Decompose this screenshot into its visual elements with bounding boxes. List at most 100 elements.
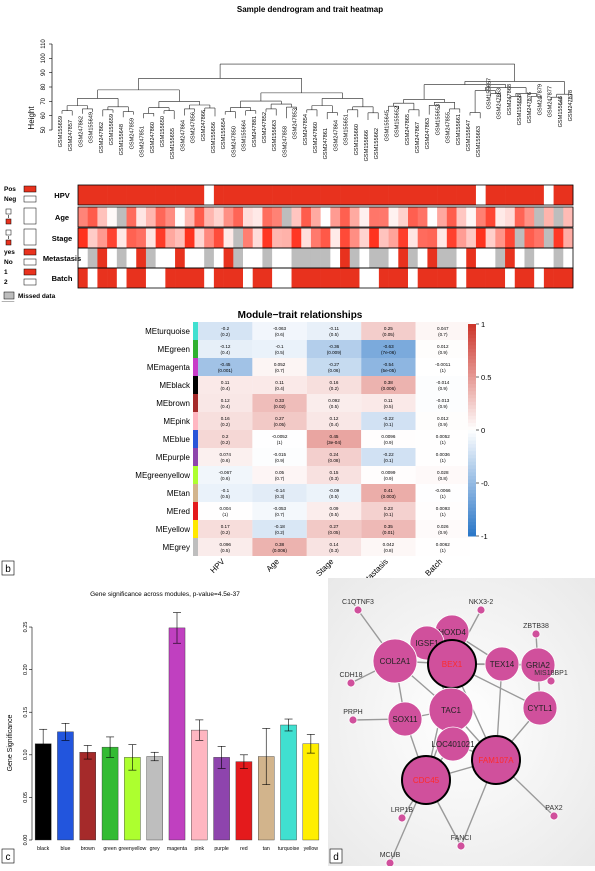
heat-cell-stage [427, 228, 438, 248]
correlation-cell [252, 394, 307, 412]
correlation-value: -0.22 [383, 452, 394, 457]
heat-cell-batch [369, 268, 380, 288]
heat-cell-stage [243, 228, 254, 248]
correlation-cell [306, 358, 362, 376]
correlation-cell [198, 538, 253, 556]
heat-cell-batch [408, 268, 419, 288]
heat-cell-age [359, 207, 370, 227]
correlation-cell [198, 376, 253, 394]
scale-step [468, 366, 476, 371]
heat-cell-metastasis [505, 248, 516, 268]
correlation-value: 0.096 [219, 542, 231, 547]
correlation-cell [415, 376, 470, 394]
correlation-value: -0.12 [220, 344, 231, 349]
sample-label: GSM247862 [78, 116, 84, 147]
scale-step [468, 348, 476, 353]
gene-significance-chart: Gene significance across modules, p-valu… [0, 578, 328, 866]
heat-cell-metastasis [485, 248, 496, 268]
correlation-value: 0.0036 [436, 452, 450, 457]
heat-cell-age [175, 207, 186, 227]
legend-swatch-scale [5, 229, 12, 236]
heat-cell-batch [155, 268, 166, 288]
heat-cell-batch [78, 268, 89, 288]
scale-step [468, 408, 476, 413]
heat-cell-age [563, 207, 574, 227]
heat-cell-batch [194, 268, 205, 288]
module-color-swatch [193, 376, 198, 394]
heat-cell-hpv [340, 185, 351, 205]
trait-name-batch: Batch [52, 274, 73, 283]
scale-step [468, 401, 476, 406]
panel-a-title: Sample dendrogram and trait heatmap [237, 5, 383, 14]
panel-label-b: b [5, 564, 11, 575]
correlation-pvalue: (3e-04) [327, 440, 342, 445]
scale-step [468, 341, 476, 346]
heat-cell-stage [184, 228, 195, 248]
heat-cell-batch [505, 268, 516, 288]
heat-cell-age [310, 207, 321, 227]
heat-cell-stage [466, 228, 477, 248]
module-color-swatch [193, 538, 198, 556]
correlation-value: 0.25 [384, 326, 393, 331]
correlation-cell [252, 340, 307, 358]
heat-cell-age [107, 207, 118, 227]
legend-swatch-low [23, 195, 37, 203]
correlation-value: 0.028 [437, 470, 449, 475]
correlation-pvalue: (0.2) [275, 530, 285, 535]
heat-cell-hpv [543, 185, 554, 205]
scale-step [468, 468, 476, 473]
heat-cell-batch [213, 268, 224, 288]
heat-cell-age [349, 207, 360, 227]
heat-cell-age [223, 207, 234, 227]
sample-label: GSM155658 [517, 94, 523, 125]
chart-x-label: brown [81, 846, 95, 852]
correlation-pvalue: (0.2) [329, 386, 339, 391]
heat-cell-batch [262, 268, 273, 288]
y-axis: 50 60 70 80 90 100 110 [41, 39, 53, 133]
heat-cell-hpv [301, 185, 312, 205]
chart-y-tick-label: 0.10 [23, 749, 29, 760]
legend-gradient-box [23, 228, 37, 246]
heat-cell-metastasis [446, 248, 457, 268]
node-label: GRIA2 [526, 661, 551, 670]
correlation-pvalue: (0.1) [384, 458, 394, 463]
module-rows: MEturquoise MEgreen MEmagenta MEblack MEbrow… [135, 322, 198, 556]
heat-cell-hpv [485, 185, 496, 205]
chart-x-label: greenyellow [119, 846, 147, 852]
heat-cell-hpv [165, 185, 176, 205]
module-color-swatch [193, 340, 198, 358]
heat-cell-stage [495, 228, 506, 248]
scale-step [468, 391, 476, 396]
heat-cell-metastasis [145, 248, 156, 268]
node-circle [435, 726, 471, 762]
correlation-value: 0.047 [437, 326, 449, 331]
heat-cell-metastasis [320, 248, 331, 268]
heat-cell-batch [378, 268, 389, 288]
trait-legend: HPV Pos Neg Age Stage Metastasis yes No Batch 1 2 M… [3, 185, 81, 300]
node-mcub: MCUB [380, 852, 401, 868]
sample-label: GSM247877 [548, 86, 554, 117]
legend-swatch-low [23, 258, 37, 266]
heat-cell-hpv [417, 185, 428, 205]
module-color-swatch [193, 484, 198, 502]
sample-label: GSM247879 [537, 84, 543, 115]
correlation-value: -0.015 [273, 452, 286, 457]
heat-cell-stage [165, 228, 176, 248]
correlation-pvalue: (1) [277, 440, 283, 445]
heat-cell-stage [330, 228, 341, 248]
heat-cell-metastasis [437, 248, 448, 268]
heat-cell-hpv [524, 185, 535, 205]
heat-cell-age [378, 207, 389, 227]
module-color-swatch [193, 502, 198, 520]
heat-cell-hpv [223, 185, 234, 205]
node-sox11: SOX11 [387, 701, 423, 737]
heat-cell-metastasis [388, 248, 399, 268]
sample-label: GSM247866 [201, 110, 207, 141]
chart-y-tick-label: 0.15 [23, 707, 29, 718]
chart-x-label: red [240, 846, 248, 852]
heat-cell-stage [417, 228, 428, 248]
correlation-cell [361, 376, 416, 394]
legend-missed-label: Missed data [18, 293, 56, 300]
correlation-cell [361, 430, 416, 448]
correlation-value: 0.27 [330, 524, 339, 529]
